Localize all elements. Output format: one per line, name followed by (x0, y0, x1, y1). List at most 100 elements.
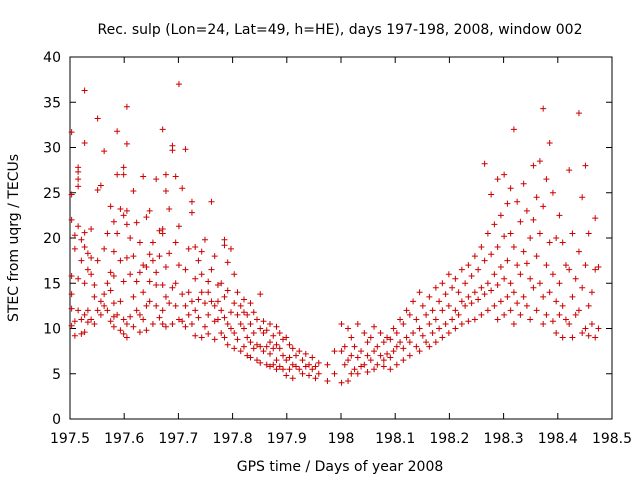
data-point (289, 345, 296, 352)
data-point (484, 307, 491, 314)
data-point (110, 273, 117, 280)
data-point (68, 291, 75, 298)
data-point (540, 293, 547, 300)
data-point (107, 269, 114, 276)
data-point (75, 176, 82, 183)
data-point (436, 325, 443, 332)
data-point (439, 334, 446, 341)
data-point (374, 343, 381, 350)
data-point (221, 334, 228, 341)
data-point (354, 354, 361, 361)
data-point (452, 325, 459, 332)
data-point (458, 320, 465, 327)
data-point (367, 334, 374, 341)
data-point (143, 263, 150, 270)
data-point (364, 352, 371, 359)
data-point (585, 302, 592, 309)
data-point (114, 171, 121, 178)
data-point (338, 320, 345, 327)
data-point (468, 273, 475, 280)
data-point (117, 298, 124, 305)
data-point (247, 320, 254, 327)
data-point (214, 282, 221, 289)
data-point (481, 257, 488, 264)
data-point (484, 280, 491, 287)
data-point (166, 300, 173, 307)
data-point (221, 314, 228, 321)
data-point (179, 318, 186, 325)
data-point (266, 363, 273, 370)
data-point (159, 230, 166, 237)
data-point (195, 296, 202, 303)
data-point (153, 302, 160, 309)
data-point (120, 164, 127, 171)
data-point (510, 244, 517, 251)
data-point (510, 126, 517, 133)
data-point (393, 361, 400, 368)
data-point (182, 146, 189, 153)
data-point (536, 280, 543, 287)
data-point (110, 248, 117, 255)
data-point (533, 253, 540, 260)
data-point (162, 171, 169, 178)
data-point (240, 296, 247, 303)
data-point (429, 330, 436, 337)
data-point (280, 352, 287, 359)
data-point (592, 266, 599, 273)
data-point (403, 334, 410, 341)
data-point (185, 311, 192, 318)
data-point (400, 345, 407, 352)
data-point (153, 269, 160, 276)
data-point (114, 230, 121, 237)
x-axis-label: GPS time / Days of year 2008 (237, 459, 444, 475)
data-point (452, 275, 459, 282)
data-point (159, 282, 166, 289)
data-point (146, 278, 153, 285)
data-point (273, 323, 280, 330)
data-point (227, 309, 234, 316)
data-point (201, 323, 208, 330)
data-point (240, 309, 247, 316)
data-point (514, 300, 521, 307)
data-point (358, 363, 365, 370)
data-point (579, 284, 586, 291)
data-point (169, 320, 176, 327)
data-point (475, 296, 482, 303)
data-point (315, 370, 322, 377)
data-point (149, 239, 156, 246)
data-point (475, 266, 482, 273)
x-axis-ticks: 197.5 197.6 197.7 197.8 197.9 198 198.1 198.2 19… (50, 57, 632, 447)
data-point (162, 293, 169, 300)
data-point (410, 298, 417, 305)
data-point (75, 183, 82, 190)
data-point (549, 189, 556, 196)
data-point (75, 307, 82, 314)
data-point (91, 282, 98, 289)
data-point (81, 329, 88, 336)
data-point (88, 225, 95, 232)
data-point (88, 271, 95, 278)
data-point (462, 280, 469, 287)
data-point (536, 230, 543, 237)
data-point (114, 311, 121, 318)
data-point (205, 311, 212, 318)
data-point (244, 311, 251, 318)
data-point (504, 257, 511, 264)
data-point (592, 334, 599, 341)
data-point (175, 316, 182, 323)
data-point (120, 278, 127, 285)
data-point (507, 185, 514, 192)
data-point (91, 293, 98, 300)
data-point (293, 363, 300, 370)
data-point (419, 302, 426, 309)
data-point (195, 257, 202, 264)
data-point (549, 318, 556, 325)
data-point (413, 343, 420, 350)
data-point (133, 278, 140, 285)
data-point (527, 235, 534, 241)
y-tick-label: 30 (43, 141, 61, 157)
data-point (543, 176, 550, 183)
data-point (501, 275, 508, 282)
data-point (192, 332, 199, 339)
data-point (273, 341, 280, 348)
